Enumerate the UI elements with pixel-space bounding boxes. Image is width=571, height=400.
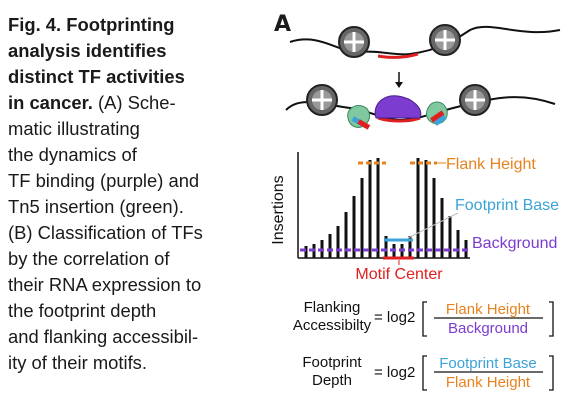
caption-bold-text: in cancer. (8, 92, 93, 113)
dna-unbound (289, 24, 561, 59)
dna-bound (285, 84, 556, 130)
formula-footprint-depth: Footprint Depth = log2 Footprint Base Fl… (302, 354, 554, 391)
tn5-left-icon (347, 105, 371, 130)
arrow-down-icon (395, 72, 403, 88)
footprint-numerator: Footprint Base (439, 355, 537, 372)
caption-line: their RNA expression to (8, 272, 266, 298)
caption-line: by the correlation of (8, 246, 266, 272)
caption-text: their RNA expression to (8, 274, 202, 295)
caption-bold-text: Fig. 4. Footprinting (8, 14, 175, 35)
background-label: Background (472, 235, 557, 252)
nucleosome-icon (429, 24, 461, 56)
footprint-leader (407, 212, 459, 239)
motif-center-label: Motif Center (355, 266, 443, 283)
caption-line: Tn5 insertion (green). (8, 194, 266, 220)
caption-text: the dynamics of (8, 144, 137, 165)
flanking-numerator: Flank Height (446, 301, 531, 318)
insertion-bars (304, 158, 468, 258)
footprint-denominator: Flank Height (446, 374, 531, 391)
nucleosome-icon (306, 84, 338, 116)
footprint-label-line2: Depth (312, 372, 352, 389)
caption-line: the footprint depth (8, 298, 266, 324)
caption-line: in cancer. (A) Sche- (8, 90, 266, 116)
footprint-label-line1: Footprint (302, 354, 362, 371)
flank-height-label: Flank Height (446, 156, 536, 173)
caption-text: the footprint depth (8, 300, 157, 321)
bracket-right (549, 301, 554, 337)
flanking-denominator: Background (448, 320, 528, 337)
caption-text: TF binding (purple) and (8, 170, 200, 191)
y-axis-label: Insertions (270, 175, 287, 244)
caption-text: ity of their motifs. (8, 352, 147, 373)
caption-line: ity of their motifs. (8, 350, 266, 376)
caption-bold-text: distinct TF activities (8, 66, 185, 87)
tf-protein-icon (374, 95, 422, 119)
caption-line: and flanking accessibil- (8, 324, 266, 350)
flanking-eq: = log2 (374, 309, 415, 326)
caption-line: matic illustrating (8, 116, 266, 142)
caption-line: Fig. 4. Footprinting (8, 12, 266, 38)
panel-letter: A (274, 12, 292, 37)
bracket-left (422, 301, 427, 337)
figure-caption: Fig. 4. Footprinting analysis identifies d… (8, 12, 266, 376)
footprint-base-label: Footprint Base (455, 197, 559, 214)
caption-line: distinct TF activities (8, 64, 266, 90)
flanking-label-line1: Flanking (304, 299, 361, 316)
caption-text: and flanking accessibil- (8, 326, 199, 347)
footprint-eq: = log2 (374, 364, 415, 381)
nucleosome-icon (459, 84, 491, 116)
formula-flanking-accessibility: Flanking Accessibilty = log2 Flank Heigh… (293, 299, 554, 337)
caption-text: (A) Sche- (92, 92, 176, 113)
caption-text: by the correlation of (8, 248, 170, 269)
tn5-right-icon (425, 101, 448, 126)
caption-bold-text: analysis identifies (8, 40, 167, 61)
caption-line: (B) Classification of TFs (8, 220, 266, 246)
insertion-plot: Insertions Flank Height Footprint Base B… (270, 152, 559, 283)
caption-text: Tn5 insertion (green). (8, 196, 184, 217)
caption-line: analysis identifies (8, 38, 266, 64)
caption-text: matic illustrating (8, 118, 140, 139)
caption-line: TF binding (purple) and (8, 168, 266, 194)
bracket-left (422, 355, 427, 391)
bracket-right (549, 355, 554, 391)
flanking-label-line2: Accessibilty (293, 317, 372, 334)
caption-text: (B) Classification of TFs (8, 222, 203, 243)
caption-line: the dynamics of (8, 142, 266, 168)
nucleosome-icon (338, 26, 370, 58)
